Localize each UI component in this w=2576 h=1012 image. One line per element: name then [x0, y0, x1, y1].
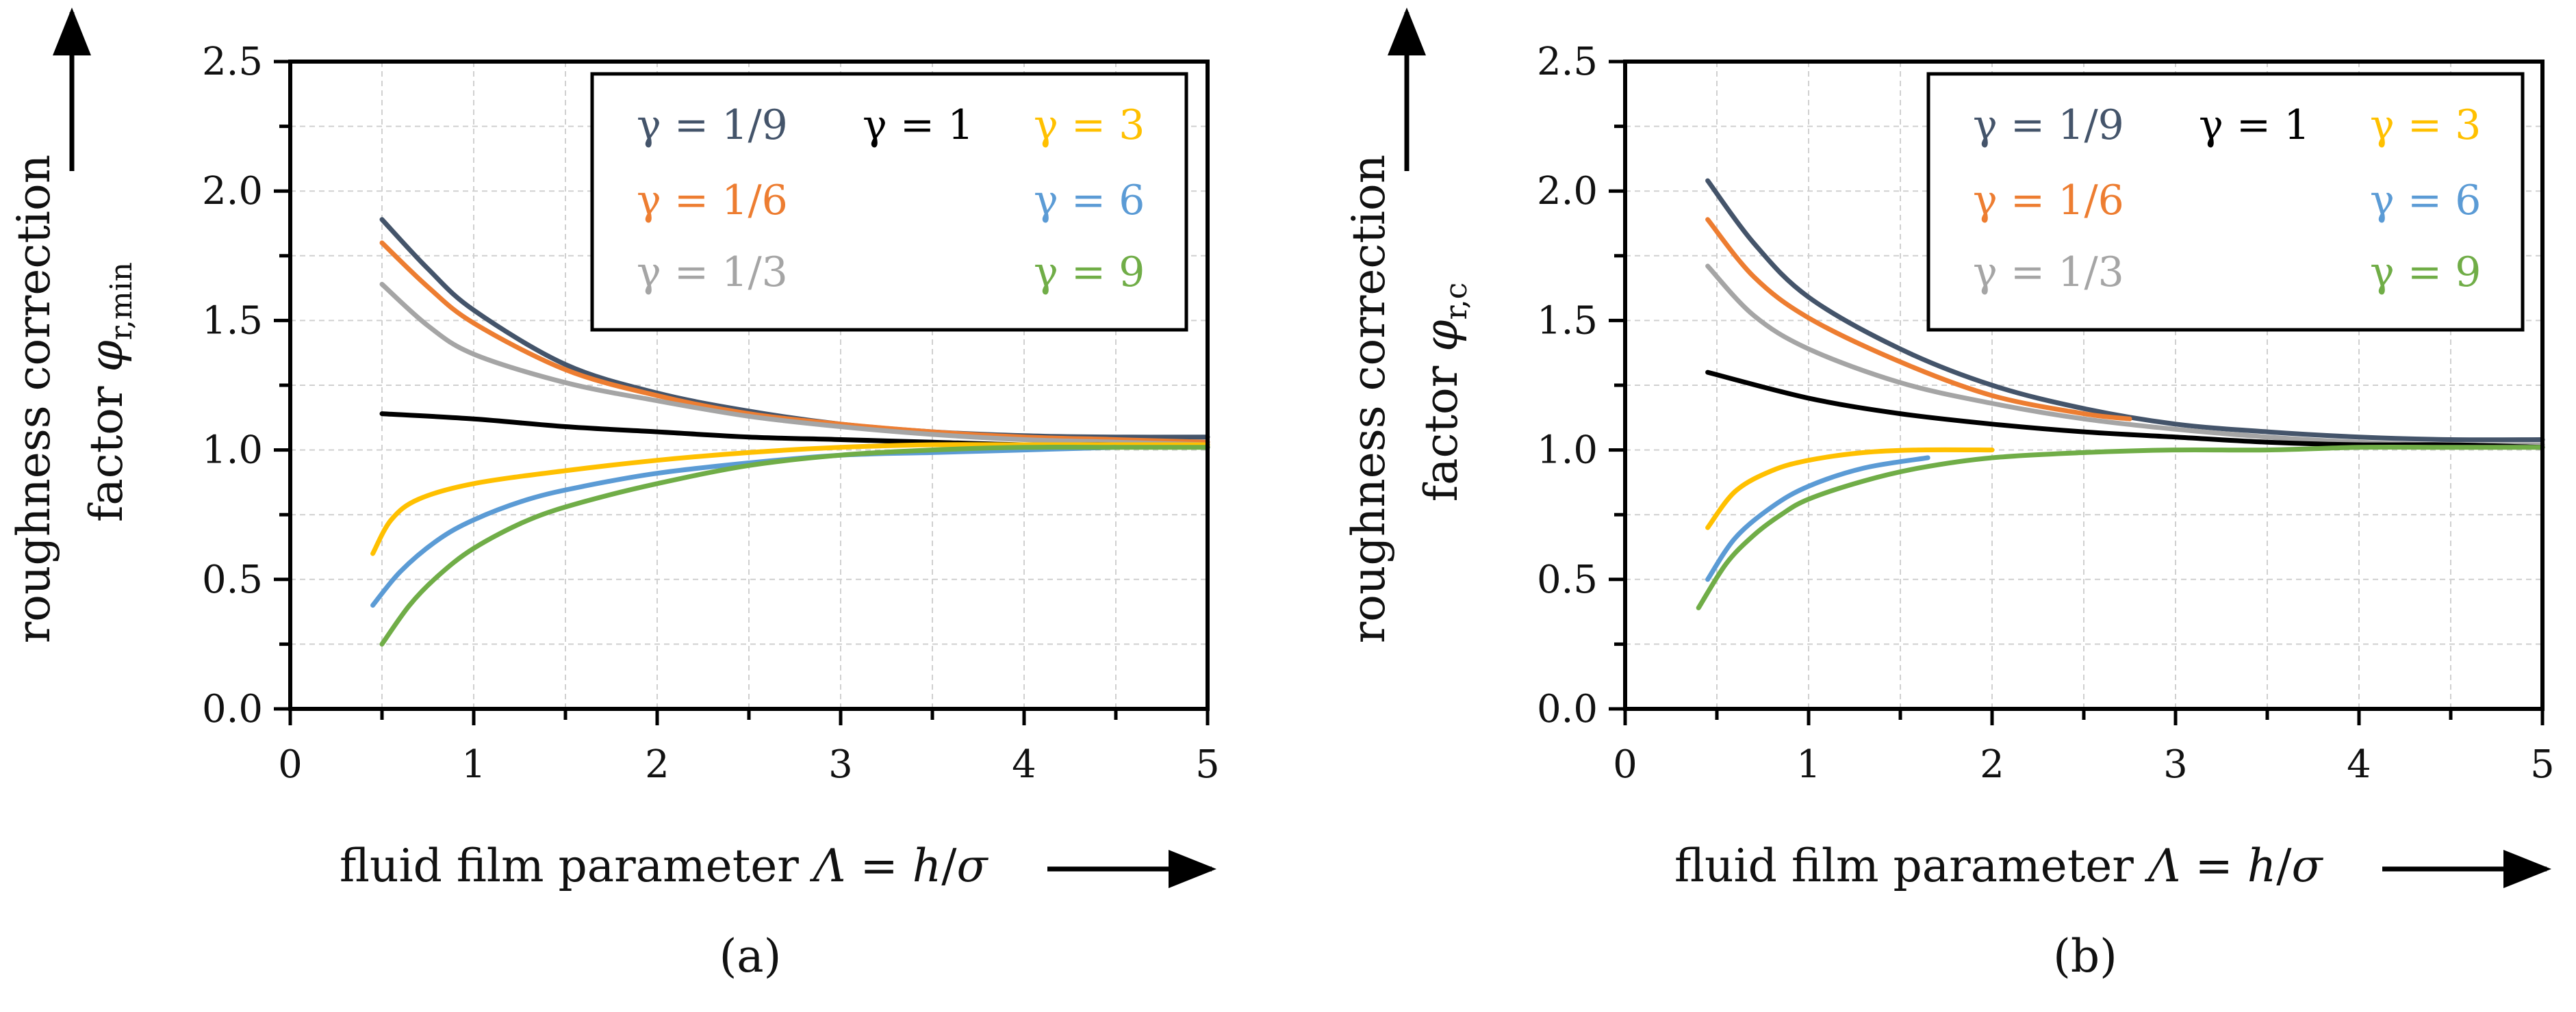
series-line-gamma-1-9	[1705, 178, 2545, 443]
legend-entry-gamma-1: γ = 1	[863, 101, 973, 149]
y-tick-label: 2.5	[1537, 40, 1598, 84]
legend-entry-gamma-6: γ = 6	[1034, 177, 1145, 224]
y-axis-title-line2: factor φr,c	[1415, 283, 1474, 502]
legend-entry-gamma-1-9: γ = 1/9	[637, 101, 788, 149]
x-tick-labels-panel-a: 0 1 2 3 4 5	[278, 742, 1220, 787]
x-tick-label: 1	[461, 742, 486, 787]
series-layer-panel-a	[370, 217, 1210, 647]
panel-label-b: (b)	[2053, 930, 2117, 983]
series-line-gamma-1-6	[1705, 217, 2132, 421]
x-axis-title-equals: =	[845, 840, 912, 892]
y-axis-title-factor: factor	[80, 372, 133, 523]
y-axis-title: roughness correction	[1342, 155, 1395, 644]
x-tick-label: 3	[2163, 742, 2188, 787]
y-tick-label: 2.5	[202, 40, 263, 84]
legend-entry-gamma-1-9: γ = 1/9	[1973, 101, 2124, 149]
x-axis-title: fluid film parameter Λ = h/σ	[340, 840, 989, 892]
x-axis-title-lambda: Λ	[809, 840, 846, 892]
series-line-gamma-6	[1705, 455, 1930, 582]
x-axis-title-h: h	[913, 840, 942, 892]
series-line-gamma-1-3	[379, 281, 1210, 447]
series-line-gamma-3	[370, 442, 1210, 556]
y-axis-title-subscript: r,min	[104, 262, 139, 340]
y-tick-label: 0.5	[1537, 558, 1598, 602]
x-tick-labels-panel-b: 0 1 2 3 4 5	[1613, 742, 2555, 787]
legend-entry-gamma-9: γ = 9	[2370, 248, 2481, 296]
x-tick-label: 4	[2347, 742, 2371, 787]
legend-panel-a: γ = 1/9 γ = 1/6 γ = 1/3 γ = 1 γ = 3 γ = …	[590, 72, 1188, 332]
y-axis-title-line1: roughness correction	[1342, 155, 1395, 644]
x-axis-title-sigma: σ	[957, 840, 989, 892]
y-tick-label: 1.0	[202, 428, 263, 473]
series-line-gamma-9	[379, 445, 1210, 647]
x-tick-label: 5	[2530, 742, 2555, 787]
y-tick-label: 0.5	[202, 558, 263, 602]
series-line-gamma-9	[1696, 445, 2545, 610]
y-tick-label: 0.0	[202, 687, 263, 731]
y-tick-label: 1.5	[202, 298, 263, 343]
y-axis-title-line1: roughness correction	[8, 155, 60, 644]
y-axis-title-subscript: r,c	[1439, 283, 1474, 320]
series-line-gamma-1	[1705, 369, 2545, 450]
legend-entry-gamma-3: γ = 3	[1034, 101, 1145, 149]
x-tick-label: 4	[1012, 742, 1036, 787]
legend-entry-gamma-1-3: γ = 1/3	[1973, 248, 2124, 296]
y-tick-labels-panel-a: 0.0 0.5 1.0 1.5 2.0 2.5	[202, 40, 263, 731]
y-tick-label: 1.0	[1537, 428, 1598, 473]
x-axis-title-slash: /	[941, 840, 957, 892]
x-axis-title-h: h	[2247, 840, 2277, 892]
series-line-gamma-6	[370, 445, 1119, 608]
legend-entry-gamma-1-6: γ = 1/6	[1973, 177, 2124, 224]
y-axis-title-line2: factor φr,min	[80, 262, 139, 522]
y-tick-label: 0.0	[1537, 687, 1598, 731]
legend-entry-gamma-3: γ = 3	[2370, 101, 2481, 149]
x-axis-title-prefix: fluid film parameter	[1674, 840, 2148, 892]
series-line-gamma-1-6	[379, 240, 1210, 445]
y-axis-title-factor: factor	[1415, 352, 1468, 502]
x-axis-title-equals: =	[2180, 840, 2247, 892]
x-axis-title-slash: /	[2276, 840, 2292, 892]
y-axis-title-phi: φ	[1415, 320, 1468, 352]
legend-box	[590, 72, 1188, 332]
x-tick-label: 0	[1613, 742, 1637, 787]
x-tick-label: 5	[1195, 742, 1220, 787]
legend-box	[1926, 72, 2525, 332]
ticks-panel-a	[274, 60, 1210, 725]
legend-entry-gamma-1-3: γ = 1/3	[637, 248, 788, 296]
y-tick-label: 2.0	[202, 169, 263, 213]
y-axis-title: roughness correction	[8, 155, 60, 644]
chart-panel-a: 0.0 0.5 1.0 1.5 2.0 2.5 0 1 2 3 4 5 γ = …	[8, 8, 1220, 983]
ticks-panel-b	[1609, 60, 2545, 725]
legend-entry-gamma-1-6: γ = 1/6	[637, 177, 788, 224]
x-tick-label: 0	[278, 742, 303, 787]
legend-entry-gamma-6: γ = 6	[2370, 177, 2481, 224]
y-tick-label: 2.0	[1537, 169, 1598, 213]
series-line-gamma-3	[1705, 447, 1995, 530]
x-axis-title: fluid film parameter Λ = h/σ	[1674, 840, 2324, 892]
chart-panel-b: 0.0 0.5 1.0 1.5 2.0 2.5 0 1 2 3 4 5 γ = …	[1342, 8, 2555, 983]
legend-entry-gamma-1: γ = 1	[2199, 101, 2310, 149]
x-axis-title-sigma: σ	[2292, 840, 2324, 892]
x-tick-label: 2	[1980, 742, 2004, 787]
x-tick-label: 2	[645, 742, 669, 787]
panel-label-a: (a)	[719, 930, 782, 983]
x-tick-label: 1	[1796, 742, 1821, 787]
y-axis-title-phi: φ	[80, 340, 133, 372]
y-tick-label: 1.5	[1537, 298, 1598, 343]
series-layer-panel-b	[1696, 178, 2545, 610]
legend-entry-gamma-9: γ = 9	[1034, 248, 1145, 296]
legend-panel-b: γ = 1/9 γ = 1/6 γ = 1/3 γ = 1 γ = 3 γ = …	[1926, 72, 2525, 332]
x-axis-title-lambda: Λ	[2144, 840, 2181, 892]
y-tick-labels-panel-b: 0.0 0.5 1.0 1.5 2.0 2.5	[1537, 40, 1598, 731]
x-tick-label: 3	[828, 742, 853, 787]
x-axis-title-prefix: fluid film parameter	[340, 840, 813, 892]
